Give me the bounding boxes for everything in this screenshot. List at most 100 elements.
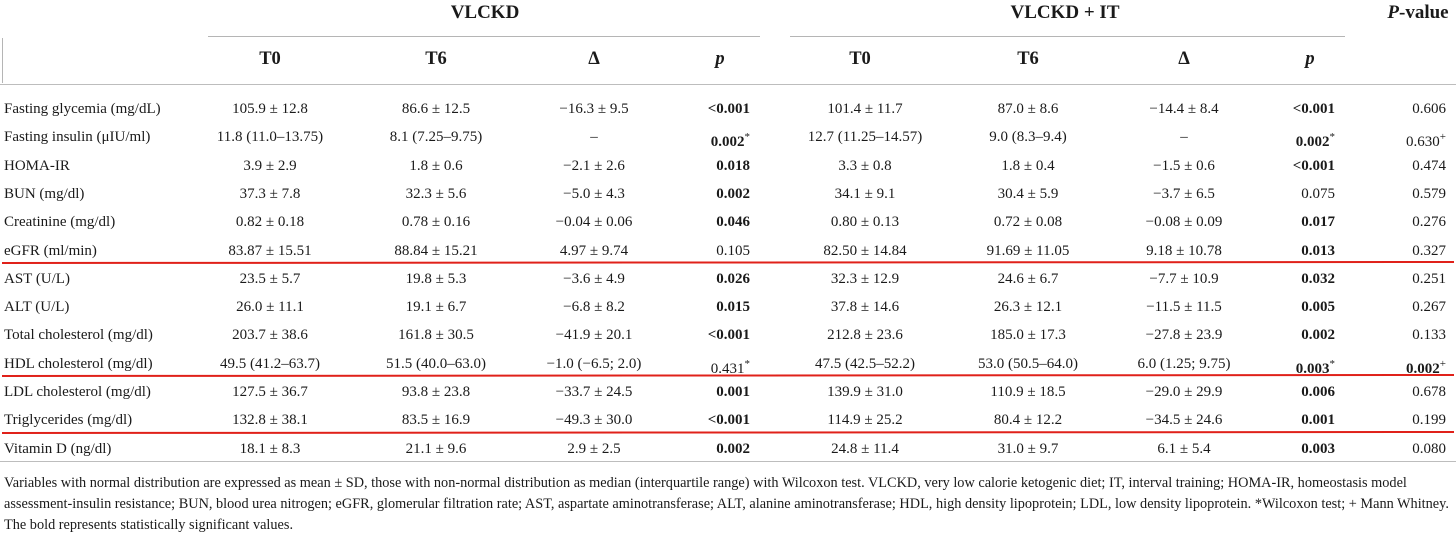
- cell-it-p: <0.001: [1292, 101, 1335, 117]
- cell-vlckd-p: <0.001: [707, 412, 750, 429]
- cell-pvalue: 0.327: [1412, 242, 1446, 259]
- cell-pvalue: 0.474: [1412, 157, 1446, 174]
- cell-vlckd-delta: −16.3 ± 9.5: [559, 101, 629, 117]
- cell-pvalue: 0.199: [1412, 412, 1446, 429]
- cell-it-delta: −7.7 ± 10.9: [1149, 270, 1219, 287]
- col-header-vlckd-delta: Δ: [588, 49, 600, 69]
- cell-it-p: 0.075: [1301, 185, 1335, 202]
- group-header-pvalue: P-value: [1380, 2, 1456, 24]
- cell-it-t6: 9.0 (8.3–9.4): [989, 129, 1067, 146]
- cell-vlckd-t6: 32.3 ± 5.6: [405, 185, 467, 202]
- cell-it-delta: −3.7 ± 6.5: [1153, 185, 1215, 202]
- cell-it-t0: 139.9 ± 31.0: [827, 384, 903, 400]
- table-row: AST (U/L) 23.5 ± 5.7 19.8 ± 5.3 −3.6 ± 4.9 0…: [0, 265, 1456, 293]
- test-marker: +: [1439, 131, 1446, 144]
- cell-vlckd-delta: −0.04 ± 0.06: [555, 214, 633, 231]
- cell-it-t6: 0.72 ± 0.08: [993, 214, 1063, 231]
- cell-vlckd-p: 0.002: [716, 185, 750, 202]
- cell-vlckd-t0: 83.87 ± 15.51: [228, 242, 312, 259]
- cell-vlckd-t0: 37.3 ± 7.8: [239, 185, 301, 202]
- cell-vlckd-t6: 8.1 (7.25–9.75): [389, 129, 483, 146]
- header-bottom-rule: [0, 84, 1456, 85]
- cell-it-t0: 101.4 ± 11.7: [827, 101, 903, 117]
- cell-vlckd-t6: 1.8 ± 0.6: [409, 157, 463, 174]
- table-row: HOMA-IR 3.9 ± 2.9 1.8 ± 0.6 −2.1 ± 2.6 0.018…: [0, 152, 1456, 180]
- table-row: Vitamin D (ng/dl) 18.1 ± 8.3 21.1 ± 9.6 2.9…: [0, 435, 1456, 463]
- pvalue-p-letter: P: [1387, 2, 1399, 23]
- group-header-vlckd: VLCKD: [450, 2, 520, 23]
- left-vertical-rule: [2, 38, 3, 83]
- cell-it-p: 0.003: [1301, 440, 1335, 457]
- row-label: BUN (mg/dl): [4, 185, 85, 202]
- cell-it-t6: 53.0 (50.5–64.0): [978, 355, 1078, 372]
- cell-vlckd-t0: 132.8 ± 38.1: [232, 412, 308, 429]
- cell-vlckd-delta: –: [590, 129, 598, 146]
- col-header-vlckd-t0: T0: [259, 49, 281, 69]
- cell-vlckd-t0: 203.7 ± 38.6: [232, 327, 308, 344]
- cell-vlckd-p: 0.105: [716, 242, 750, 259]
- cell-vlckd-p: 0.026: [716, 270, 750, 287]
- footnote-line-3: The bold represents statistically signif…: [4, 517, 294, 533]
- table-row: Fasting insulin (μIU/ml) 11.8 (11.0–13.75…: [0, 123, 1456, 151]
- table-row: HDL cholesterol (mg/dl) 49.5 (41.2–63.7) 5…: [0, 350, 1456, 378]
- test-marker: +: [1439, 357, 1446, 370]
- cell-it-t6: 1.8 ± 0.4: [1001, 157, 1055, 174]
- table-bottom-rule: [0, 461, 1456, 462]
- cell-pvalue: 0.678: [1412, 384, 1446, 400]
- row-label: Total cholesterol (mg/dl): [4, 327, 153, 344]
- cell-vlckd-t0: 127.5 ± 36.7: [232, 384, 308, 400]
- cell-it-delta: −0.08 ± 0.09: [1145, 214, 1223, 231]
- cell-vlckd-p: 0.002: [716, 440, 750, 457]
- cell-vlckd-delta: −41.9 ± 20.1: [555, 327, 633, 344]
- cell-pvalue: 0.630+: [1406, 131, 1446, 151]
- col-header-it-p: p: [1305, 49, 1315, 69]
- cell-pvalue: 0.133: [1412, 327, 1446, 344]
- cell-it-p: 0.002: [1301, 327, 1335, 344]
- cell-vlckd-t6: 51.5 (40.0–63.0): [386, 355, 486, 372]
- cell-vlckd-t0: 23.5 ± 5.7: [239, 270, 301, 287]
- cell-it-delta: 6.0 (1.25; 9.75): [1137, 355, 1231, 372]
- cell-it-p: 0.005: [1301, 299, 1335, 316]
- col-header-vlckd-p: p: [715, 49, 725, 69]
- cell-vlckd-t6: 0.78 ± 0.16: [401, 214, 471, 231]
- group-underline-vlckd: [208, 36, 760, 37]
- table-row: Triglycerides (mg/dl) 132.8 ± 38.1 83.5 ± …: [0, 406, 1456, 434]
- row-label: Vitamin D (ng/dl): [4, 440, 112, 457]
- cell-it-p: 0.013: [1301, 242, 1335, 259]
- cell-it-t6: 24.6 ± 6.7: [997, 270, 1059, 287]
- cell-pvalue: 0.251: [1412, 270, 1446, 287]
- cell-vlckd-t0: 49.5 (41.2–63.7): [220, 355, 320, 372]
- footnote-line-1: Variables with normal distribution are e…: [4, 475, 1407, 491]
- test-marker: *: [1329, 131, 1336, 144]
- cell-vlckd-t6: 83.5 ± 16.9: [401, 412, 471, 429]
- cell-vlckd-delta: 4.97 ± 9.74: [559, 242, 629, 259]
- cell-it-delta: 9.18 ± 10.78: [1146, 242, 1222, 259]
- table-row: BUN (mg/dl) 37.3 ± 7.8 32.3 ± 5.6 −5.0 ± 4.…: [0, 180, 1456, 208]
- cell-it-p: 0.006: [1301, 384, 1335, 400]
- table-row: Creatinine (mg/dl) 0.82 ± 0.18 0.78 ± 0.16…: [0, 208, 1456, 236]
- test-marker: *: [1329, 357, 1336, 370]
- cell-vlckd-delta: −2.1 ± 2.6: [563, 157, 625, 174]
- cell-vlckd-delta: 2.9 ± 2.5: [567, 440, 621, 457]
- cell-it-t0: 114.9 ± 25.2: [827, 412, 903, 429]
- cell-it-t0: 0.80 ± 0.13: [830, 214, 900, 231]
- cell-it-delta: −34.5 ± 24.6: [1145, 412, 1223, 429]
- cell-vlckd-t0: 105.9 ± 12.8: [232, 101, 308, 117]
- cell-it-t0: 82.50 ± 14.84: [823, 242, 907, 259]
- cell-it-t0: 37.8 ± 14.6: [830, 299, 900, 316]
- cell-pvalue: 0.606: [1412, 101, 1446, 117]
- cell-vlckd-p: <0.001: [707, 101, 750, 117]
- table-row: LDL cholesterol (mg/dl) 127.5 ± 36.7 93.8 …: [0, 378, 1456, 406]
- row-label: LDL cholesterol (mg/dl): [4, 384, 151, 400]
- cell-vlckd-p: <0.001: [707, 327, 750, 344]
- cell-it-t6: 31.0 ± 9.7: [997, 440, 1059, 457]
- cell-it-t0: 34.1 ± 9.1: [834, 185, 896, 202]
- cell-it-t6: 80.4 ± 12.2: [993, 412, 1063, 429]
- group-header-vlckd-it: VLCKD + IT: [1010, 2, 1120, 23]
- cell-it-delta: −29.0 ± 29.9: [1145, 384, 1223, 400]
- cell-it-p: 0.002*: [1295, 131, 1336, 151]
- cell-vlckd-t6: 19.8 ± 5.3: [405, 270, 467, 287]
- pvalue-suffix: -value: [1399, 2, 1449, 23]
- cell-pvalue: 0.276: [1412, 214, 1446, 231]
- table-row: Total cholesterol (mg/dl) 203.7 ± 38.6 161…: [0, 321, 1456, 349]
